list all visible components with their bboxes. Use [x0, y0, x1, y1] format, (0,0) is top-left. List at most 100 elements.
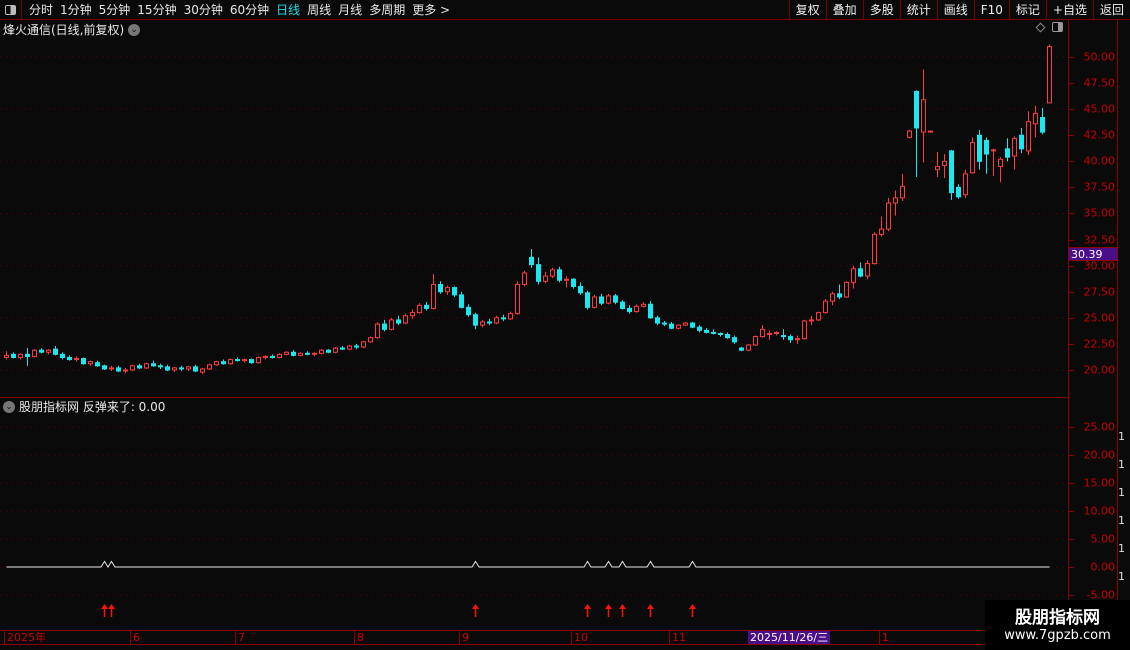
candle-body	[970, 142, 975, 174]
candle-body	[207, 364, 212, 370]
candle-body	[291, 351, 296, 356]
period-tabs: 分时 1分钟 5分钟 15分钟 30分钟 60分钟 日线 周线 月线 多周期 更多 >	[22, 1, 450, 18]
candle-body	[942, 160, 947, 167]
price-axis: 50.00 47.50 45.00 42.50 40.00 37.50 35.00 32.50…	[1068, 20, 1118, 630]
x-tick-label: 1	[879, 631, 889, 645]
chevron-down-icon[interactable]: ⌄	[128, 23, 141, 36]
candle-body	[774, 331, 779, 334]
period-tab[interactable]: 15分钟	[137, 3, 177, 17]
x-tick-label: 7	[235, 631, 245, 645]
toolbar-button[interactable]: 返回	[1092, 0, 1130, 20]
chart-canvas[interactable]	[0, 0, 1068, 630]
y-tick	[1069, 83, 1074, 85]
candle-body	[788, 336, 793, 341]
candle-body	[396, 319, 401, 324]
candle-body	[620, 301, 625, 309]
chart-title[interactable]: 烽火通信(日线,前复权) ⌄	[3, 21, 141, 38]
candle-body	[368, 337, 373, 343]
candle-body	[53, 348, 58, 355]
candle-body	[249, 359, 254, 364]
toolbar-button[interactable]: 复权	[788, 0, 826, 20]
toolbar-button[interactable]: 统计	[899, 0, 937, 20]
candle-body	[144, 363, 149, 369]
period-tab[interactable]: 更多 >	[412, 3, 451, 17]
period-tab[interactable]: 月线	[338, 3, 363, 17]
period-tab[interactable]: 5分钟	[98, 3, 131, 17]
candle-body	[312, 352, 317, 355]
candle-body	[795, 338, 800, 341]
candle-body	[634, 305, 639, 313]
candle-body	[662, 322, 667, 325]
candle-body	[270, 355, 275, 358]
candle-body	[487, 321, 492, 324]
candle-body	[130, 365, 135, 371]
candle-body	[123, 369, 128, 372]
period-tab[interactable]: 周线	[307, 3, 332, 17]
y-tick	[1069, 511, 1074, 512]
candle-body	[1005, 148, 1010, 158]
candle-body	[354, 345, 359, 348]
y-tick	[1069, 343, 1074, 345]
side-glyph: 1	[1118, 486, 1125, 499]
candle-body	[893, 197, 898, 204]
toolbar-button[interactable]: +自选	[1045, 0, 1093, 20]
y-tick	[1069, 455, 1074, 456]
candle-body	[571, 278, 576, 288]
candle-body	[830, 293, 835, 302]
candle-body	[102, 365, 107, 370]
indicator-title[interactable]: ⌄ 股朋指标网 反弹来了: 0.00	[3, 398, 165, 415]
y-tick	[1069, 369, 1074, 371]
sidebar-toggle-button[interactable]	[0, 0, 22, 20]
y-tick	[1069, 539, 1074, 540]
period-tab[interactable]: 分时	[29, 3, 54, 17]
x-tick-label: 2025年	[4, 631, 46, 645]
y-tick-label: 40.00	[1083, 154, 1116, 168]
period-tab[interactable]: 60分钟	[229, 3, 270, 17]
candle-body	[718, 332, 723, 336]
panel-divider[interactable]	[0, 397, 1068, 398]
candle-body	[410, 312, 415, 317]
watermark: 股朋指标网 www.7gpzb.com	[985, 600, 1130, 650]
period-tab[interactable]: 日线	[276, 3, 301, 17]
candle-body	[1026, 121, 1031, 152]
candle-body	[179, 367, 184, 370]
signal-arrow-icon	[619, 604, 626, 609]
y-tick-label: 5.00	[1090, 532, 1116, 546]
x-tick-label: 6	[130, 631, 140, 645]
side-glyph: 1	[1118, 430, 1125, 443]
period-tab[interactable]: 多周期	[369, 3, 406, 17]
candle-body	[956, 186, 961, 198]
candle-body	[928, 130, 933, 133]
x-tick-label: 9	[459, 631, 469, 645]
toolbar-button[interactable]: 标记	[1008, 0, 1046, 20]
toolbar-button[interactable]: F10	[973, 0, 1009, 20]
y-tick-label: 10.00	[1083, 504, 1116, 518]
toolbar-button[interactable]: 叠加	[825, 0, 863, 20]
toolbar-button[interactable]: 画线	[936, 0, 974, 20]
chevron-down-icon[interactable]: ⌄	[3, 400, 15, 413]
candle-body	[732, 337, 737, 343]
candle-body	[25, 353, 30, 357]
candle-body	[711, 331, 716, 334]
candle-body	[627, 307, 632, 313]
candle-body	[473, 314, 478, 326]
candle-body	[116, 367, 121, 372]
y-tick-label: 20.00	[1083, 363, 1116, 377]
candle-body	[921, 99, 926, 133]
candle-body	[669, 323, 674, 329]
candle-body	[158, 365, 163, 368]
y-tick	[1069, 265, 1074, 267]
candle-body	[480, 321, 485, 326]
period-tab[interactable]: 1分钟	[60, 3, 92, 17]
candle-body	[599, 296, 604, 304]
candle-body	[613, 295, 618, 303]
y-tick	[1069, 317, 1074, 319]
signal-arrow-icon	[108, 604, 115, 609]
candle-body	[88, 361, 93, 365]
candle-body	[648, 303, 653, 319]
period-tab[interactable]: 30分钟	[183, 3, 223, 17]
candle-body	[858, 268, 863, 277]
candle-body	[585, 292, 590, 308]
toolbar-button[interactable]: 多股	[862, 0, 900, 20]
panel-layout-icon[interactable]	[1052, 22, 1063, 32]
